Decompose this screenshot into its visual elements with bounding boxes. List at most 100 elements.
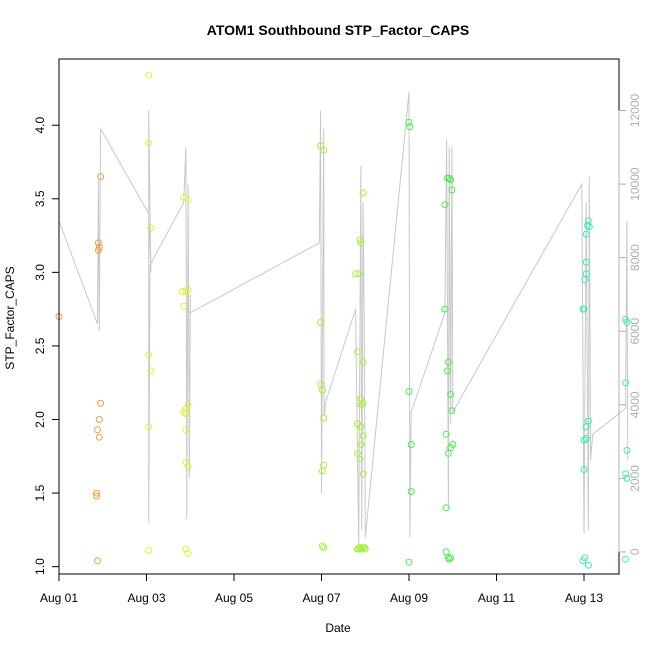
- data-point-1-13: [184, 401, 192, 409]
- data-point-1-3: [145, 351, 153, 359]
- x-axis-label: Date: [325, 621, 351, 635]
- data-point-2-2: [317, 318, 325, 326]
- data-point-4-18: [623, 318, 631, 326]
- y2-tick-label-6: 12000: [628, 93, 642, 127]
- data-point-2-11: [355, 270, 363, 278]
- data-point-2-34: [361, 545, 369, 553]
- data-point-0-1: [94, 557, 101, 565]
- y2-tick-label-2: 4000: [628, 391, 642, 418]
- data-point-2-33: [360, 544, 368, 551]
- data-point-2-15: [353, 348, 361, 356]
- data-point-2-26: [359, 470, 367, 478]
- data-point-1-2: [147, 224, 155, 232]
- data-point-0-9: [95, 243, 103, 251]
- trace-line: [58, 92, 629, 545]
- data-point-3-16: [442, 430, 450, 438]
- data-point-1-4: [147, 367, 155, 375]
- data-point-2-14: [359, 189, 367, 197]
- data-point-3-4: [407, 488, 415, 496]
- data-point-3-11: [441, 305, 449, 313]
- data-point-3-23: [445, 555, 453, 563]
- data-point-1-21: [182, 426, 190, 434]
- data-point-3-0: [405, 118, 413, 126]
- data-point-4-8: [580, 305, 588, 313]
- data-point-2-13: [357, 239, 365, 247]
- data-point-2-21: [357, 423, 365, 431]
- data-point-1-17: [184, 463, 192, 471]
- y2-tick-label-1: 2000: [628, 465, 642, 492]
- y-axis-right: 0 2000 4000 6000 8000 10000 12000: [618, 93, 642, 555]
- x-tick-label-5: Aug 11: [478, 591, 515, 605]
- data-point-1-6: [145, 547, 153, 554]
- y2-tick-label-5: 10000: [628, 167, 642, 201]
- y2-tick-label-4: 8000: [628, 244, 642, 271]
- data-point-1-11: [184, 286, 192, 294]
- data-point-2-19: [357, 401, 365, 409]
- data-point-1-1: [145, 139, 153, 147]
- data-point-1-20: [184, 549, 192, 557]
- data-point-4-10: [584, 417, 592, 425]
- y2-tick-label-3: 6000: [628, 318, 642, 345]
- data-point-0-2: [93, 492, 101, 500]
- x-axis: Aug 01 Aug 03 Aug 05 Aug 07 Aug 09 Aug 11 Aug …: [40, 573, 603, 605]
- data-point-2-10: [352, 270, 360, 278]
- data-point-4-19: [622, 379, 630, 387]
- data-point-3-9: [447, 176, 455, 184]
- y-tick-label-2: 2.0: [33, 411, 47, 428]
- data-point-3-2: [405, 388, 413, 395]
- y-tick-label-0: 1.0: [33, 558, 47, 575]
- data-point-2-8: [318, 542, 326, 550]
- data-point-2-1: [320, 146, 328, 154]
- data-point-1-12: [180, 302, 188, 310]
- data-point-0-3: [93, 489, 101, 497]
- data-point-0-4: [94, 426, 101, 434]
- data-point-0-8: [94, 246, 102, 254]
- data-point-0-5: [95, 433, 103, 441]
- y-tick-label-3: 2.5: [33, 337, 47, 354]
- data-point-4-16: [584, 561, 592, 569]
- x-tick-label-3: Aug 07: [302, 591, 340, 605]
- data-point-1-18: [182, 458, 190, 466]
- data-point-4-7: [581, 276, 589, 284]
- y-tick-label-5: 3.5: [33, 190, 47, 207]
- data-point-4-13: [580, 466, 588, 473]
- data-point-4-12: [582, 435, 590, 443]
- y2-tick-label-0: 0: [628, 548, 642, 555]
- data-point-2-12: [356, 236, 364, 244]
- data-point-2-24: [353, 449, 361, 457]
- data-point-3-19: [444, 449, 452, 457]
- x-tick-label-1: Aug 03: [127, 591, 165, 605]
- plot-frame: [58, 58, 620, 575]
- data-point-4-9: [582, 423, 590, 431]
- x-tick-label-0: Aug 01: [40, 591, 78, 605]
- data-point-4-4: [585, 223, 593, 231]
- data-point-3-6: [441, 201, 449, 209]
- data-point-2-16: [359, 358, 367, 366]
- data-point-0-11: [97, 173, 105, 181]
- data-point-2-23: [359, 432, 367, 440]
- data-point-2-25: [356, 455, 364, 463]
- y-tick-label-6: 4.0: [33, 117, 47, 134]
- data-point-3-3: [407, 441, 415, 448]
- data-point-3-13: [444, 367, 451, 375]
- y-axis-left: 1.0 1.5 2.0 2.5 3.0 3.5 4.0: [33, 117, 60, 575]
- data-point-1-16: [182, 410, 190, 418]
- chart-title: ATOM1 Southbound STP_Factor_CAPS: [207, 22, 469, 38]
- data-point-4-1: [582, 230, 590, 238]
- data-point-0-6: [95, 416, 103, 423]
- data-point-3-20: [442, 504, 450, 512]
- y-axis-label: STP_Factor_CAPS: [3, 266, 17, 369]
- data-point-3-5: [405, 558, 413, 566]
- y-tick-label-1: 1.5: [33, 484, 47, 501]
- data-point-1-8: [184, 196, 192, 204]
- data-point-2-22: [357, 441, 365, 448]
- secondary-trace-layer: [58, 92, 629, 545]
- data-point-3-21: [442, 548, 450, 556]
- data-point-3-10: [448, 186, 456, 194]
- x-tick-label-2: Aug 05: [215, 591, 253, 605]
- data-point-0-7: [97, 399, 105, 407]
- data-point-2-3: [317, 380, 325, 388]
- y-tick-label-4: 3.0: [33, 264, 47, 281]
- data-point-3-15: [448, 407, 456, 415]
